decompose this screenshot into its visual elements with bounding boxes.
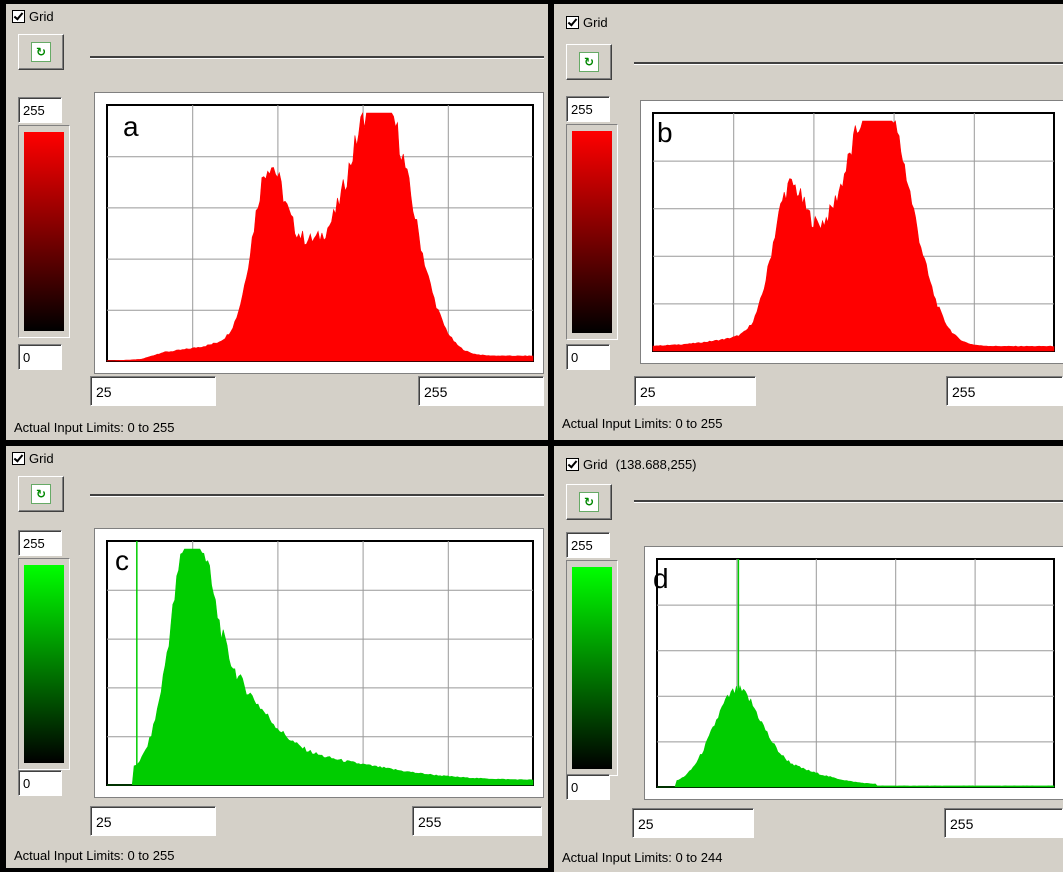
histogram-chart bbox=[652, 112, 1055, 352]
divider bbox=[90, 56, 544, 59]
refresh-button[interactable]: ↻ bbox=[18, 476, 64, 512]
refresh-icon: ↻ bbox=[579, 492, 599, 512]
max-value-field[interactable]: 255 bbox=[18, 97, 62, 123]
grid-label: Grid bbox=[29, 450, 54, 466]
grid-toggle[interactable]: Grid bbox=[12, 6, 54, 26]
panel-letter: d bbox=[653, 563, 669, 594]
grid-label: Grid bbox=[583, 14, 608, 30]
grid-toggle[interactable]: Grid bbox=[566, 12, 608, 32]
max-value-field[interactable]: 255 bbox=[566, 532, 610, 558]
histogram-area bbox=[652, 120, 1055, 352]
histogram-plot[interactable]: b bbox=[640, 100, 1063, 364]
histogram-area bbox=[106, 111, 534, 362]
panel-letter: a bbox=[123, 111, 139, 142]
lower-limit-field[interactable]: 25 bbox=[90, 806, 216, 836]
checkbox-icon[interactable] bbox=[566, 15, 579, 29]
upper-limit-field[interactable]: 255 bbox=[946, 376, 1063, 406]
input-limits-text: Actual Input Limits: 0 to 255 bbox=[562, 416, 723, 431]
max-value-field[interactable]: 255 bbox=[18, 530, 62, 556]
refresh-button[interactable]: ↻ bbox=[18, 34, 64, 70]
panel-letter: b bbox=[657, 117, 673, 148]
histogram-panel-b: Grid ↻ 255 0 b 25 255 Actual Input Limit… bbox=[554, 4, 1063, 440]
upper-limit-field[interactable]: 255 bbox=[412, 806, 542, 836]
checkbox-icon[interactable] bbox=[12, 451, 25, 465]
lower-limit-field[interactable]: 25 bbox=[632, 808, 754, 838]
min-value-field[interactable]: 0 bbox=[18, 770, 62, 796]
min-value-field[interactable]: 0 bbox=[566, 774, 610, 800]
grid-toggle[interactable]: Grid bbox=[12, 448, 54, 468]
histogram-plot[interactable]: c bbox=[94, 528, 544, 798]
color-gradient bbox=[24, 565, 64, 763]
min-value-field[interactable]: 0 bbox=[566, 344, 610, 370]
upper-limit-field[interactable]: 255 bbox=[944, 808, 1063, 838]
color-scale bbox=[18, 558, 70, 770]
histogram-plot[interactable]: d bbox=[644, 546, 1063, 800]
checkbox-icon[interactable] bbox=[12, 9, 25, 23]
color-scale bbox=[18, 125, 70, 338]
histogram-panel-a: Grid ↻ 255 0 a 25 255 Actual Input Limit… bbox=[6, 4, 548, 440]
refresh-button[interactable]: ↻ bbox=[566, 484, 612, 520]
divider bbox=[634, 62, 1063, 65]
histogram-chart bbox=[656, 558, 1055, 788]
checkbox-icon[interactable] bbox=[566, 457, 579, 471]
input-limits-text: Actual Input Limits: 0 to 255 bbox=[14, 420, 175, 435]
lower-limit-field[interactable]: 25 bbox=[90, 376, 216, 406]
grid-label: Grid bbox=[29, 8, 54, 24]
panel-letter: c bbox=[115, 545, 129, 576]
color-gradient bbox=[572, 567, 612, 769]
color-scale bbox=[566, 124, 618, 340]
upper-limit-field[interactable]: 255 bbox=[418, 376, 544, 406]
grid-label: Grid bbox=[583, 456, 608, 472]
max-value-field[interactable]: 255 bbox=[566, 96, 610, 122]
lower-limit-field[interactable]: 25 bbox=[634, 376, 756, 406]
refresh-button[interactable]: ↻ bbox=[566, 44, 612, 80]
histogram-area bbox=[657, 685, 1055, 788]
histogram-panel-d: Grid (138.688,255) ↻ 255 0 d 25 255 Actu… bbox=[554, 446, 1063, 872]
histogram-panel-c: Grid ↻ 255 0 c 25 255 Actual Input Limit… bbox=[6, 446, 548, 868]
input-limits-text: Actual Input Limits: 0 to 244 bbox=[562, 850, 723, 865]
cursor-coordinates: (138.688,255) bbox=[615, 456, 697, 472]
color-scale bbox=[566, 560, 618, 776]
color-gradient bbox=[572, 131, 612, 333]
divider bbox=[90, 494, 544, 497]
divider bbox=[634, 500, 1063, 503]
histogram-plot[interactable]: a bbox=[94, 92, 544, 374]
histogram-chart bbox=[106, 540, 534, 786]
grid-toggle[interactable]: Grid (138.688,255) bbox=[566, 454, 697, 474]
refresh-icon: ↻ bbox=[31, 484, 51, 504]
histogram-area bbox=[107, 548, 534, 786]
input-limits-text: Actual Input Limits: 0 to 255 bbox=[14, 848, 175, 863]
refresh-icon: ↻ bbox=[579, 52, 599, 72]
histogram-chart bbox=[106, 104, 534, 362]
min-value-field[interactable]: 0 bbox=[18, 344, 62, 370]
color-gradient bbox=[24, 132, 64, 331]
refresh-icon: ↻ bbox=[31, 42, 51, 62]
